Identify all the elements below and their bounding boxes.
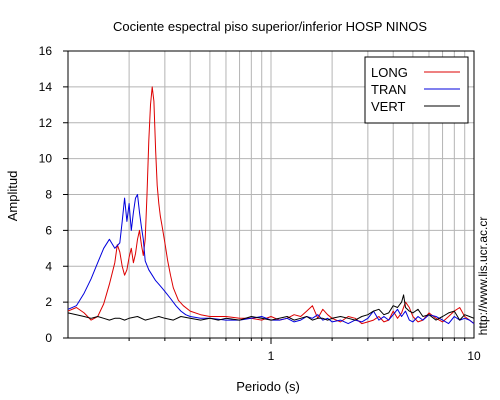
series-line-tran: [67, 194, 475, 325]
credit-url: http://www.lis.ucr.ac.cr: [476, 217, 490, 336]
axis-ticks: 0 2 4 6 8 10 12 14 16 1 10: [39, 44, 481, 363]
x-tick-label: 10: [467, 349, 481, 363]
chart-title: Cociente espectral piso superior/inferio…: [113, 19, 427, 34]
y-tick-label: 0: [45, 331, 52, 345]
legend-label-vert: VERT: [371, 99, 405, 114]
y-tick-label: 6: [45, 223, 52, 237]
y-tick-label: 12: [39, 116, 53, 130]
legend: LONG TRAN VERT: [364, 56, 469, 124]
series-line-vert: [67, 294, 475, 321]
y-axis-label: Amplitud: [5, 171, 20, 222]
legend-label-tran: TRAN: [371, 82, 406, 97]
series-line-long: [67, 86, 475, 325]
y-tick-label: 14: [39, 80, 53, 94]
y-tick-label: 16: [39, 44, 53, 58]
y-tick-label: 4: [45, 259, 52, 273]
x-tick-label: 1: [268, 349, 275, 363]
legend-label-long: LONG: [371, 65, 408, 80]
y-tick-label: 2: [45, 295, 52, 309]
y-tick-label: 8: [45, 188, 52, 202]
x-axis-label: Periodo (s): [236, 379, 300, 394]
y-tick-label: 10: [39, 152, 53, 166]
legend-box: [364, 56, 469, 124]
data-series: [67, 86, 475, 325]
